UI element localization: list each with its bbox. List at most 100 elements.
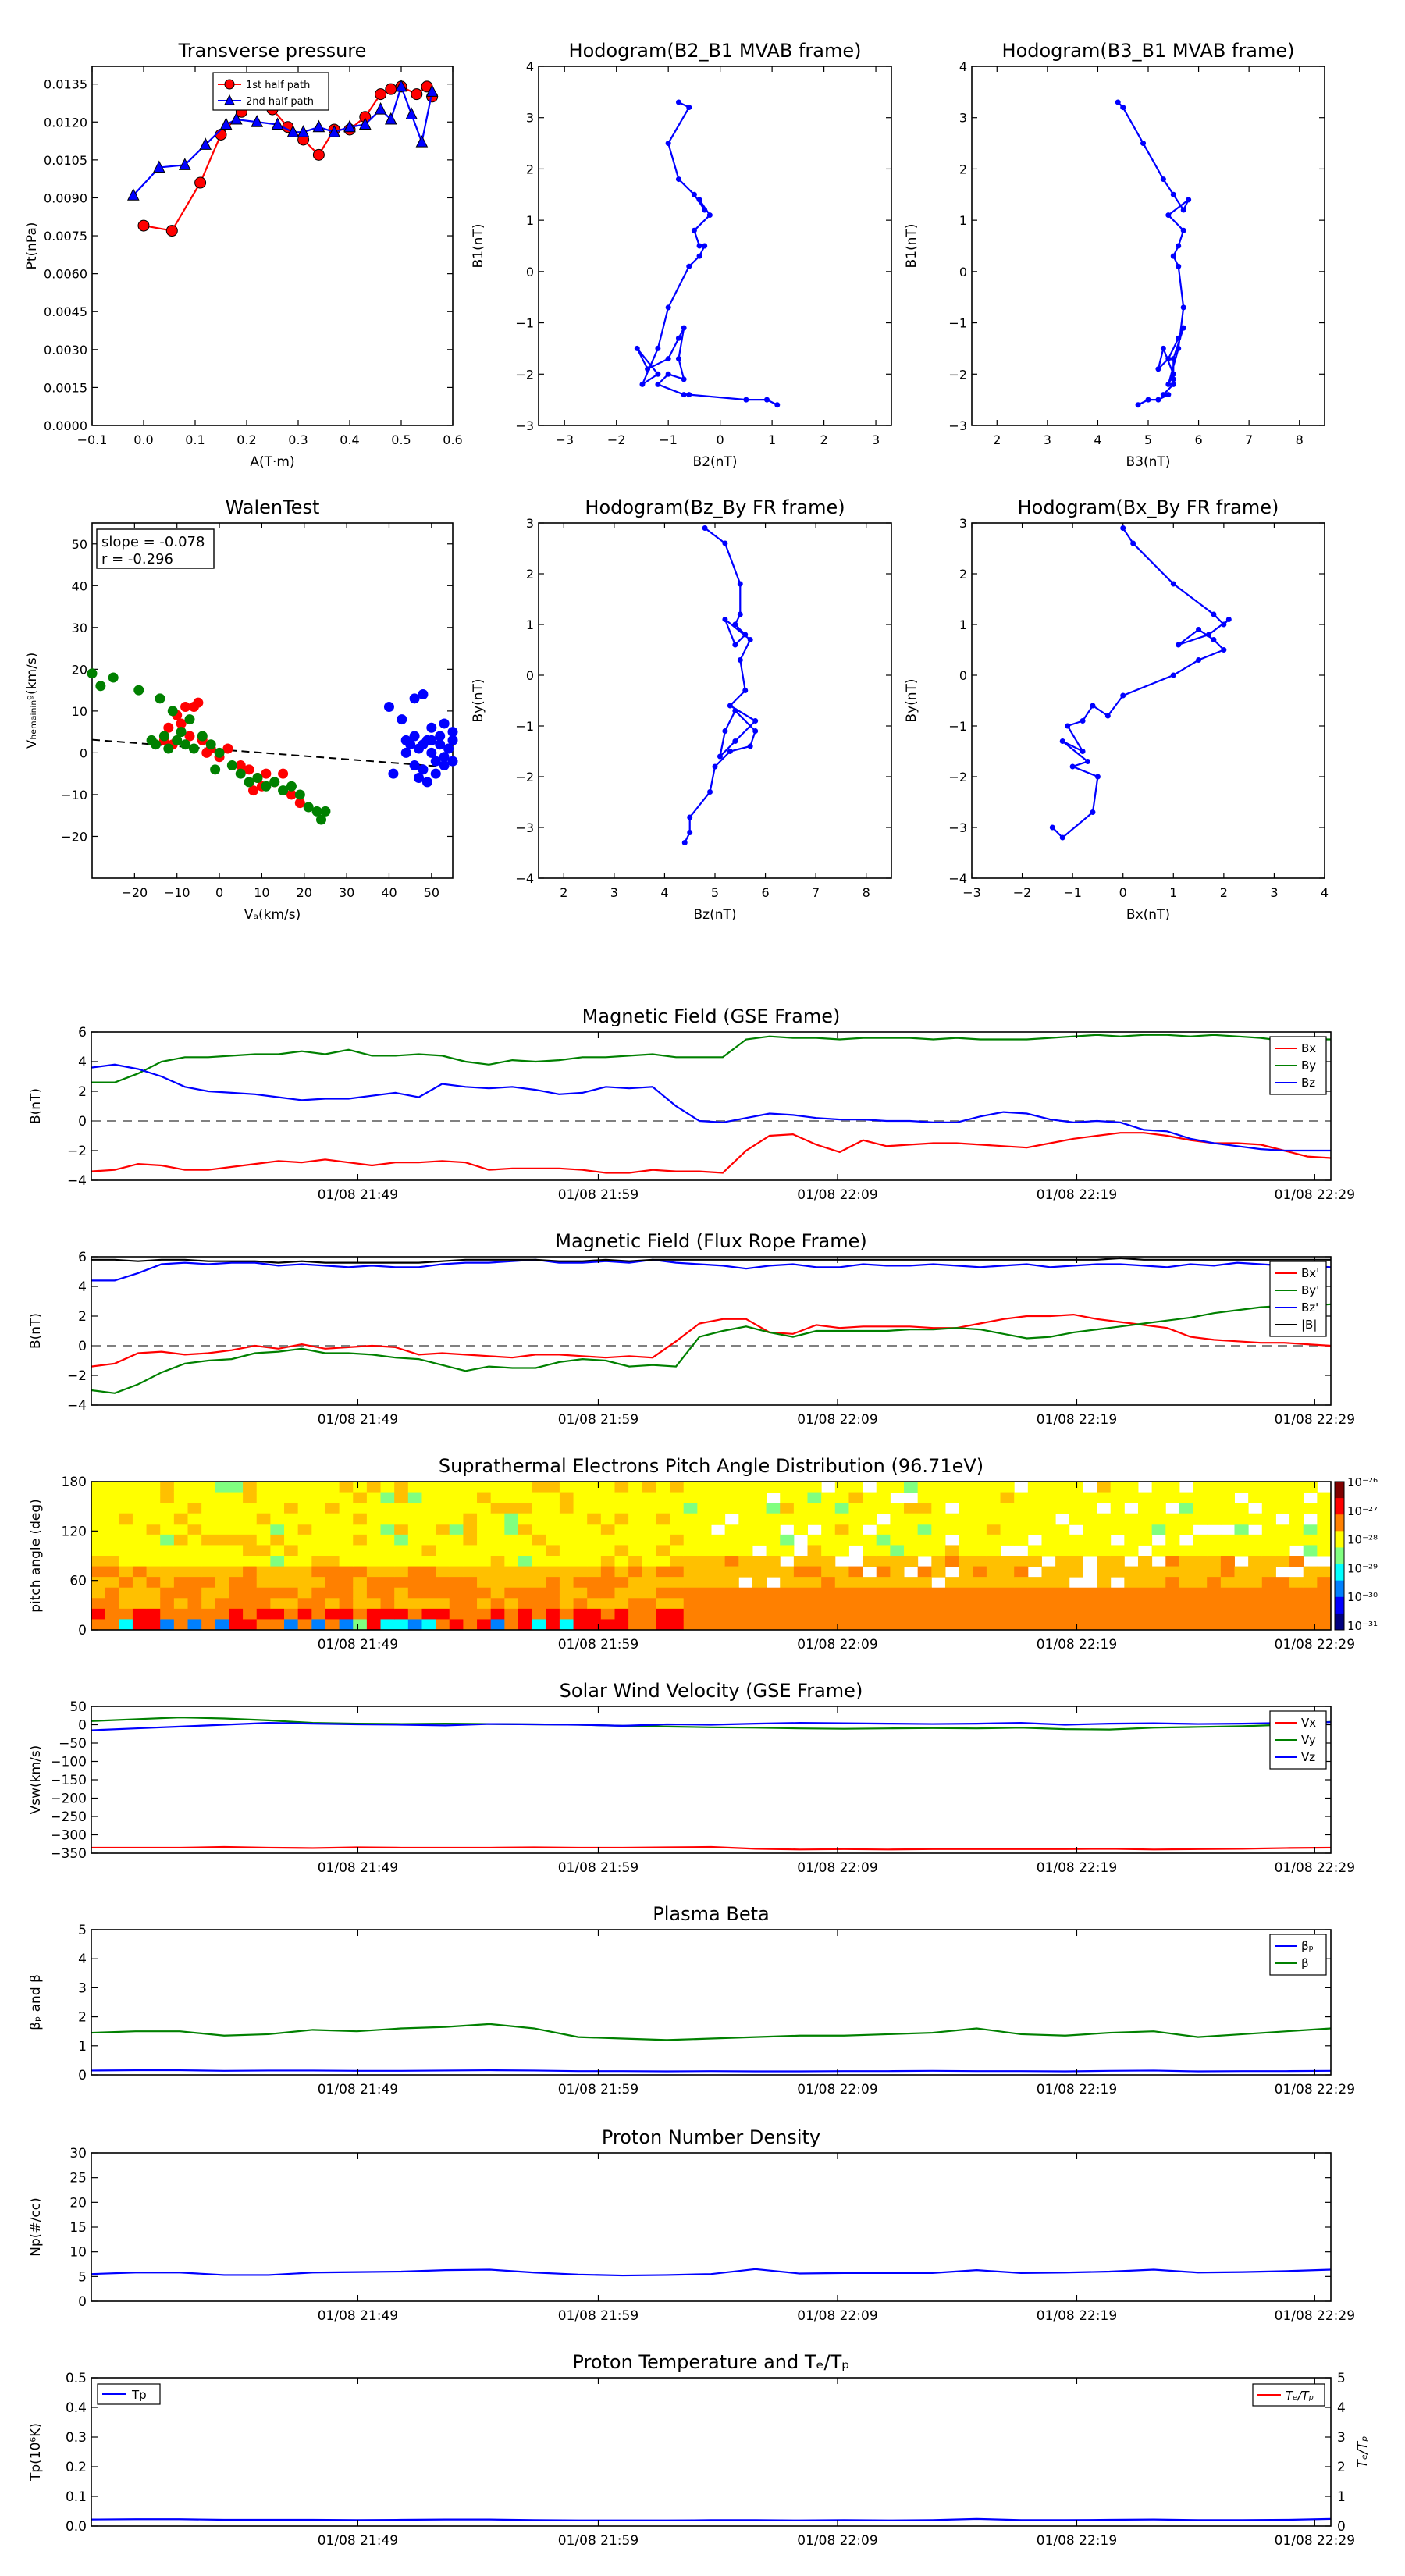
- x-tick-label: −2: [607, 432, 626, 447]
- heatmap-cell: [518, 1492, 533, 1503]
- heatmap-cell: [944, 1556, 960, 1567]
- heatmap-cell: [834, 1513, 849, 1525]
- heatmap-cell: [848, 1566, 863, 1578]
- heatmap-cell: [477, 1587, 492, 1599]
- heatmap-cell: [490, 1608, 505, 1620]
- y-tick-label: 3: [526, 111, 534, 126]
- y-tick-label: −2: [67, 1144, 87, 1159]
- heatmap-cell: [339, 1545, 354, 1557]
- x-tick-label: 0.2: [237, 432, 256, 447]
- heatmap-cell: [532, 1482, 546, 1493]
- time-tick-label: 01/08 21:59: [558, 2082, 638, 2097]
- heatmap-cell: [380, 1619, 395, 1631]
- heatmap-cell: [146, 1513, 161, 1525]
- heatmap-cell: [449, 1492, 464, 1503]
- heatmap-cell: [656, 1619, 670, 1631]
- heatmap-cell: [752, 1566, 767, 1578]
- heatmap-cell: [821, 1534, 836, 1546]
- heatmap-cell: [284, 1566, 299, 1578]
- y-tick-label: 1: [959, 617, 967, 632]
- time-tick-label: 01/08 22:09: [797, 1412, 877, 1428]
- heatmap-cell: [146, 1545, 161, 1557]
- heatmap-cell: [614, 1556, 629, 1567]
- heatmap-cell: [1137, 1503, 1153, 1514]
- panel-title: Plasma Beta: [653, 1903, 769, 1925]
- y-tick-label: −2: [948, 770, 967, 785]
- heatmap-cell: [366, 1482, 382, 1493]
- heatmap-cell: [614, 1482, 629, 1493]
- data-point: [261, 768, 272, 779]
- heatmap-cell: [1261, 1608, 1276, 1620]
- data-point: [774, 402, 781, 408]
- y-tick-label: 0.0045: [44, 304, 87, 319]
- heatmap-cell: [422, 1513, 436, 1525]
- heatmap-cell: [917, 1577, 932, 1589]
- y-tick-label: −3: [948, 820, 967, 835]
- heatmap-cell: [573, 1608, 588, 1620]
- legend-label: βₚ: [1301, 1939, 1314, 1953]
- heatmap-cell: [944, 1577, 960, 1589]
- heatmap-cell: [422, 1598, 436, 1610]
- heatmap-cell: [229, 1492, 244, 1503]
- heatmap-cell: [917, 1545, 932, 1557]
- heatmap-cell: [1083, 1587, 1097, 1599]
- heatmap-cell: [1179, 1503, 1194, 1514]
- heatmap-cell: [463, 1619, 478, 1631]
- heatmap-cell: [407, 1556, 422, 1567]
- data-point: [1176, 642, 1182, 648]
- heatmap-cell: [160, 1482, 175, 1493]
- heatmap-cell: [1124, 1587, 1139, 1599]
- heatmap-cell: [132, 1556, 148, 1567]
- heatmap-cell: [1193, 1587, 1208, 1599]
- data-point: [1170, 356, 1176, 362]
- heatmap-cell: [229, 1556, 244, 1567]
- heatmap-cell: [339, 1598, 354, 1610]
- heatmap-cell: [711, 1545, 726, 1557]
- heatmap-cell: [752, 1503, 767, 1514]
- y-tick-label: 0: [959, 265, 967, 279]
- plot-frame: [91, 66, 454, 426]
- data-point: [219, 117, 233, 130]
- panel-title: Hodogram(Bx_By FR frame): [1018, 496, 1279, 518]
- heatmap-cell: [366, 1524, 382, 1535]
- data-point: [303, 802, 314, 813]
- heatmap-cell: [477, 1608, 492, 1620]
- heatmap-cell: [807, 1482, 822, 1493]
- heatmap-cell: [353, 1545, 368, 1557]
- series-line: [1117, 101, 1190, 406]
- data-point: [639, 381, 646, 387]
- heatmap-cell: [931, 1619, 946, 1631]
- heatmap-cell: [353, 1619, 368, 1631]
- y-tick-label: 0.0030: [44, 343, 87, 358]
- heatmap-cell: [1193, 1608, 1208, 1620]
- heatmap-cell: [1193, 1566, 1208, 1578]
- heatmap-cell: [132, 1513, 148, 1525]
- heatmap-cell: [752, 1482, 767, 1493]
- heatmap-cell: [559, 1524, 574, 1535]
- heatmap-cell: [394, 1545, 409, 1557]
- heatmap-cell: [863, 1492, 877, 1503]
- heatmap-cell: [297, 1492, 312, 1503]
- data-point: [1090, 809, 1096, 815]
- heatmap-cell: [311, 1513, 326, 1525]
- heatmap-cell: [628, 1577, 643, 1589]
- heatmap-cell: [243, 1503, 258, 1514]
- data-point: [1145, 397, 1151, 403]
- heatmap-cell: [752, 1577, 767, 1589]
- y-tick-label: 3: [78, 1980, 87, 1996]
- heatmap-cell: [504, 1534, 519, 1546]
- heatmap-cell: [449, 1598, 464, 1610]
- heatmap-cell: [959, 1482, 973, 1493]
- data-point: [229, 112, 243, 125]
- y-tick-label: 4: [959, 59, 967, 74]
- heatmap-cell: [1097, 1556, 1112, 1567]
- heatmap-cell: [1124, 1492, 1139, 1503]
- heatmap-cell: [1027, 1598, 1042, 1610]
- heatmap-cell: [1014, 1534, 1029, 1546]
- heatmap-cell: [91, 1503, 106, 1514]
- x-tick-label: 0.5: [391, 432, 411, 447]
- heatmap-cell: [105, 1513, 119, 1525]
- heatmap-cell: [1165, 1566, 1180, 1578]
- heatmap-cell: [670, 1482, 685, 1493]
- heatmap-cell: [724, 1534, 739, 1546]
